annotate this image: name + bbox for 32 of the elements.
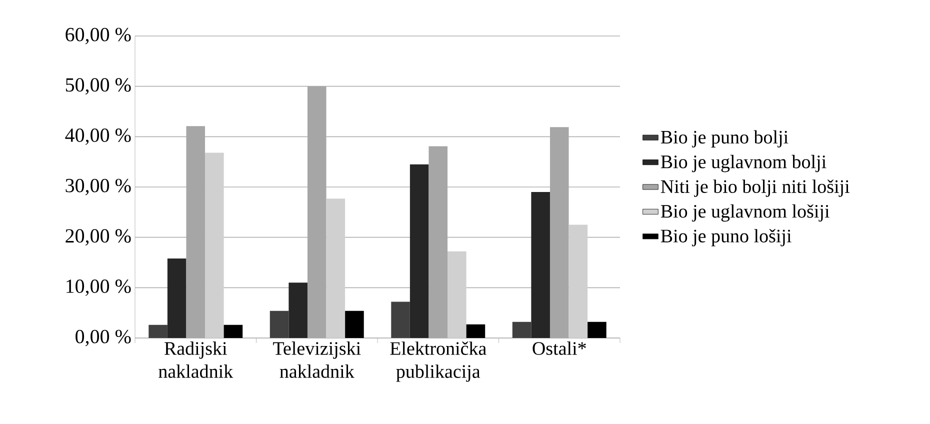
y-tick-label: 30,00 %: [66, 178, 131, 196]
bar: [448, 251, 466, 338]
legend-label: Niti je bio bolji niti lošiji: [660, 180, 850, 197]
y-tick-label: 40,00 %: [65, 128, 131, 145]
x-tick-label: Televizijski nakladnik: [273, 342, 361, 378]
y-tick-label: 50,00 %: [66, 78, 131, 95]
legend-label: Bio je puno bolji: [660, 130, 788, 148]
y-tick-label: 60,00 %: [66, 28, 131, 44]
y-tick-label: 0,00 %: [76, 330, 131, 346]
bar: [270, 310, 289, 338]
bar: [288, 282, 308, 338]
legend-label: Bio je uglavnom lošiji: [660, 204, 830, 222]
x-tick-label: Radijski nakladnik: [158, 342, 234, 378]
bar: [531, 192, 550, 338]
x-tick-label: Elektronička publikacija: [390, 342, 486, 382]
bar: [345, 310, 364, 338]
legend-label: Bio je uglavnom bolji: [660, 154, 826, 172]
bar: [326, 198, 346, 338]
bar: [167, 258, 186, 338]
bar: [148, 324, 168, 338]
bar: [568, 224, 588, 338]
bar: [224, 324, 243, 338]
y-tick-label: 20,00 %: [66, 229, 131, 246]
bar: [410, 164, 429, 338]
x-tick-label: Ostali*: [532, 342, 586, 355]
bar: [466, 324, 486, 338]
bar: [391, 302, 410, 338]
bar: [205, 152, 224, 338]
bar: [588, 322, 606, 338]
legend-label: Bio je puno lošiji: [660, 229, 792, 246]
y-tick-label: 10,00 %: [66, 279, 131, 296]
bar: [512, 322, 532, 338]
